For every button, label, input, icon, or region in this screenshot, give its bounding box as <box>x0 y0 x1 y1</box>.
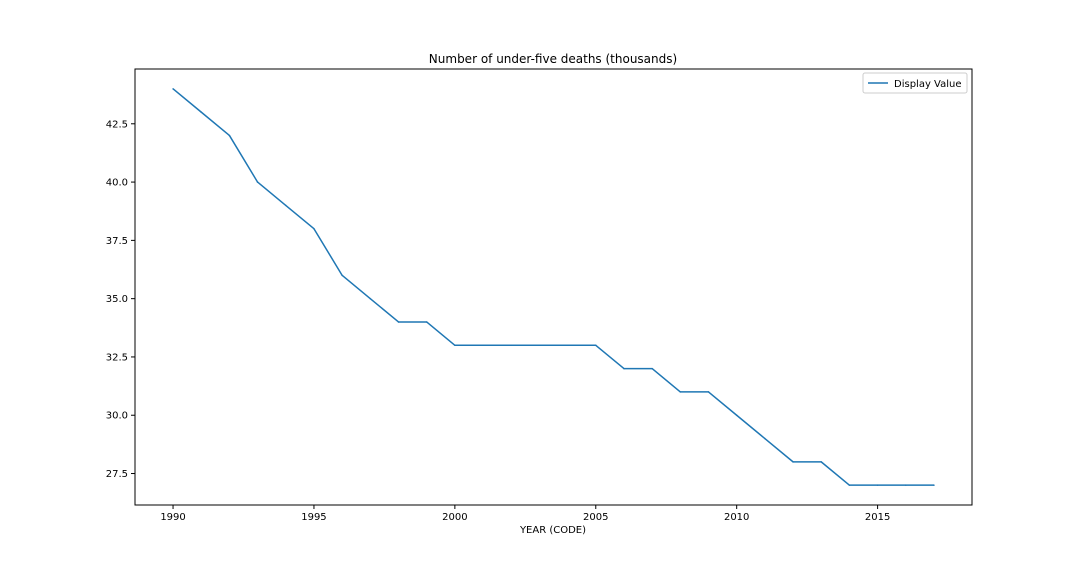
y-tick-label: 27.5 <box>106 469 128 480</box>
data-point <box>538 344 541 347</box>
data-point <box>792 461 794 463</box>
x-tick-label: 2000 <box>442 512 467 523</box>
x-tick-label: 2005 <box>583 512 608 523</box>
data-point <box>595 344 597 347</box>
y-tick-label: 32.5 <box>106 352 128 363</box>
data-point <box>313 227 315 230</box>
data-point <box>735 414 738 416</box>
legend-box <box>862 72 968 94</box>
data-point <box>623 367 625 370</box>
y-tick-label: 35.0 <box>106 294 128 305</box>
plot-area <box>172 88 935 486</box>
y-tick-label: 37.5 <box>106 236 128 247</box>
plot-frame <box>134 68 973 506</box>
data-point <box>933 484 935 486</box>
data-point <box>905 484 907 486</box>
data-point <box>482 344 484 347</box>
data-point <box>341 274 343 277</box>
y-tick-label: 40.0 <box>106 178 128 189</box>
data-point <box>228 134 231 137</box>
legend: Display Value <box>862 72 968 94</box>
x-axis: 1990 1995 2000 2005 2010 2015 <box>160 505 890 523</box>
data-point <box>707 391 710 393</box>
data-point <box>172 88 174 90</box>
data-point <box>397 321 400 323</box>
data-point <box>256 181 259 183</box>
data-point <box>848 484 851 486</box>
x-axis-label: YEAR (CODE) <box>519 525 586 536</box>
x-tick-label: 2010 <box>724 512 749 523</box>
x-tick-label: 2015 <box>865 512 890 523</box>
data-point <box>876 484 879 486</box>
data-point <box>820 461 822 463</box>
x-tick-label: 1990 <box>160 512 185 523</box>
data-point <box>510 344 512 347</box>
data-point <box>764 437 766 440</box>
data-point <box>566 344 569 347</box>
data-point <box>679 391 682 393</box>
data-point <box>425 321 428 323</box>
legend-label: Display Value <box>894 79 962 90</box>
x-tick-label: 1995 <box>301 512 326 523</box>
data-point <box>454 344 456 347</box>
data-point <box>651 367 653 370</box>
data-point <box>200 111 202 113</box>
data-point <box>369 297 372 300</box>
chart-title: Number of under-five deaths (thousands) <box>429 52 677 66</box>
series-line <box>172 88 934 486</box>
y-axis: 27.5 30.0 32.5 35.0 37.5 40.0 42.5 <box>106 119 135 480</box>
y-tick-label: 30.0 <box>106 411 128 422</box>
data-point <box>285 204 287 207</box>
y-tick-label: 42.5 <box>106 119 128 130</box>
